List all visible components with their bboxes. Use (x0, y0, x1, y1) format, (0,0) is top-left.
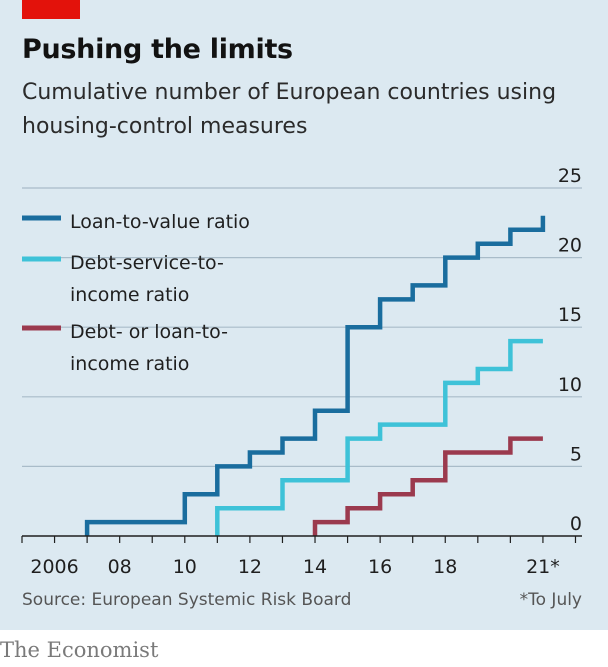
series-lines (84, 215, 546, 536)
chart-panel (0, 0, 608, 630)
x-axis-tick-labels: 2006 08 10 12 14 16 18 21* (30, 556, 559, 578)
legend-label-2: income ratio (70, 353, 189, 375)
x-tick-label: 16 (368, 556, 392, 578)
gridlines (22, 187, 582, 467)
brand-red-tab (22, 0, 80, 19)
y-tick-label: 5 (570, 443, 582, 465)
y-tick-label: 20 (558, 235, 582, 257)
x-tick-label: 2006 (30, 556, 78, 578)
y-tick-label: 10 (558, 374, 582, 396)
y-tick-label: 15 (558, 304, 582, 326)
step-line-chart: 0 5 10 15 20 25 2006 08 10 12 14 16 18 21* Loan-to-v… (21, 165, 582, 578)
y-tick-label: 25 (558, 165, 582, 187)
legend-label-2: Debt- or loan-to- (70, 321, 228, 343)
legend-label-1: income ratio (70, 284, 189, 306)
x-tick-label: 08 (108, 556, 132, 578)
series-line-1 (215, 338, 543, 536)
x-tick-label: 14 (303, 556, 327, 578)
x-tick-label: 18 (433, 556, 457, 578)
legend-label-1: Debt-service-to- (70, 252, 224, 274)
economist-logo-text: The Economist (0, 638, 159, 662)
x-tick-label: 10 (173, 556, 197, 578)
chart-title: Pushing the limits (22, 34, 293, 65)
x-tick-label: 21* (526, 556, 560, 578)
series-line-2 (312, 436, 543, 536)
source-note: Source: European Systemic Risk Board (22, 590, 352, 610)
footnote: *To July (519, 590, 582, 610)
legend: Loan-to-value ratio Debt-service-to-incom… (22, 211, 250, 375)
y-axis-tick-labels: 0 5 10 15 20 25 (558, 165, 582, 535)
legend-label-0: Loan-to-value ratio (70, 211, 250, 233)
chart-subtitle: Cumulative number of European countries … (22, 80, 557, 139)
x-axis (21, 535, 582, 543)
series-line-0 (84, 215, 546, 536)
y-tick-label: 0 (570, 513, 582, 535)
x-tick-label: 12 (238, 556, 262, 578)
